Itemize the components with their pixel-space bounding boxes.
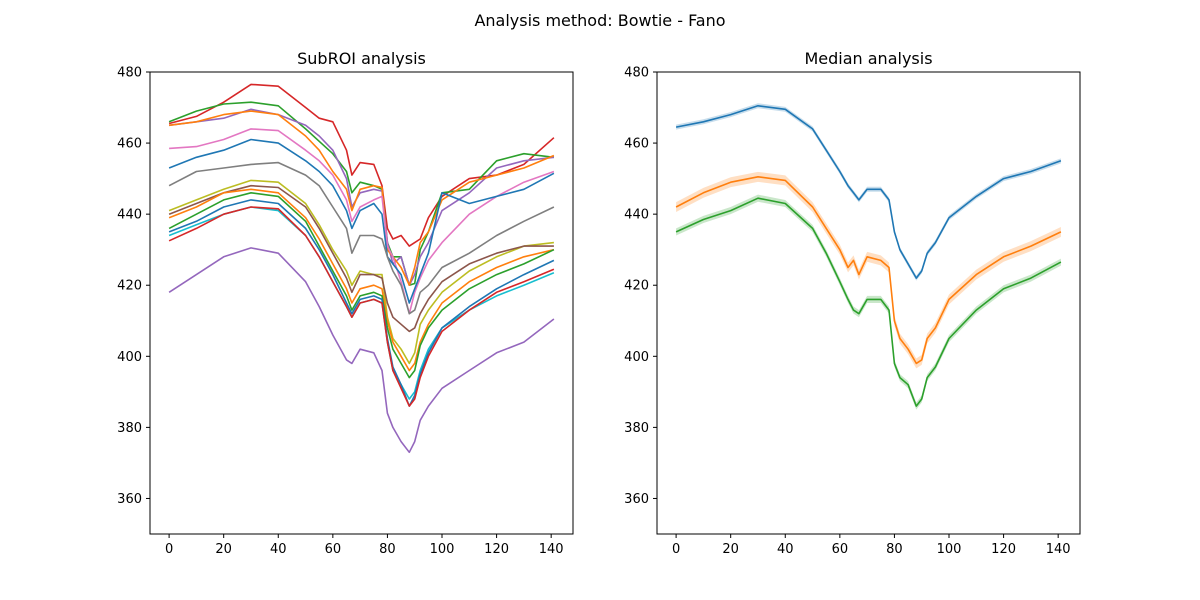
subroi-series-line-4: [169, 128, 555, 315]
subroi-series-line-14: [168, 247, 555, 454]
subroi-series-line-7: [168, 179, 554, 365]
subroi-y-tick-label: 380: [117, 421, 142, 436]
median-x-tick-label: 140: [1046, 542, 1071, 557]
median-title: Median analysis: [804, 49, 932, 68]
subroi-series-line-6: [168, 161, 555, 315]
subroi-series-line-8: [168, 184, 554, 333]
subroi-y-tick-label: 360: [117, 492, 142, 507]
median-confidence-band-1: [676, 171, 1061, 369]
subroi-x-tick-label: 20: [215, 542, 232, 557]
median-plot-area: [675, 103, 1062, 410]
median-axes: Median analysis 0 20 40 60 80 100 120 140 360 380 4…: [624, 49, 1081, 557]
subroi-x-tick-label: 80: [379, 542, 396, 557]
median-series-line-0: [675, 105, 1062, 279]
subroi-axes: SubROI analysis 0 20 40 60 80 100 120 140 360 380 4…: [117, 49, 574, 557]
median-x-tick-label: 120: [991, 542, 1016, 557]
subroi-axes-frame: [149, 71, 574, 535]
median-series-line-2: [675, 197, 1062, 407]
subroi-series-line-9: [168, 188, 555, 372]
subroi-series-line-13: [168, 206, 555, 407]
subroi-title: SubROI analysis: [297, 49, 426, 68]
subroi-series-line-10: [168, 192, 555, 379]
subroi-x-tick-label: 40: [270, 542, 287, 557]
median-y-tick-label: 420: [624, 279, 649, 294]
median-x-tick-label: 100: [937, 542, 962, 557]
subroi-y-tick-label: 480: [117, 66, 142, 81]
subroi-x-tick-label: 60: [325, 542, 342, 557]
median-x-tick-label: 20: [722, 542, 739, 557]
subroi-series-line-5: [168, 138, 555, 304]
median-axes-frame: [656, 71, 1081, 535]
subroi-series-line-3: [168, 110, 555, 287]
subroi-y-tick-label: 440: [117, 208, 142, 223]
subroi-y-tick-label: 460: [117, 137, 142, 152]
median-series-line-1: [675, 176, 1062, 365]
median-x-tick-label: 0: [672, 542, 680, 557]
subroi-y-tick-label: 420: [117, 279, 142, 294]
median-confidence-band-2: [676, 194, 1061, 410]
median-y-tick-label: 360: [624, 492, 649, 507]
subroi-series-line-0: [168, 83, 555, 247]
figure-suptitle: Analysis method: Bowtie - Fano: [474, 11, 725, 30]
median-x-tick-label: 40: [777, 542, 794, 557]
median-x-tick-label: 60: [832, 542, 849, 557]
median-y-tick-label: 460: [624, 137, 649, 152]
subroi-x-tick-label: 120: [484, 542, 509, 557]
median-y-tick-label: 400: [624, 350, 649, 365]
subroi-plot-area: [168, 83, 555, 454]
median-y-tick-label: 440: [624, 208, 649, 223]
median-y-tick-label: 480: [624, 66, 649, 81]
subroi-x-tick-label: 140: [539, 542, 564, 557]
subroi-x-tick-label: 0: [165, 542, 173, 557]
subroi-y-tick-label: 400: [117, 350, 142, 365]
subroi-series-line-12: [168, 199, 555, 407]
median-x-tick-label: 80: [886, 542, 903, 557]
median-y-tick-label: 380: [624, 421, 649, 436]
subroi-x-tick-label: 100: [430, 542, 455, 557]
